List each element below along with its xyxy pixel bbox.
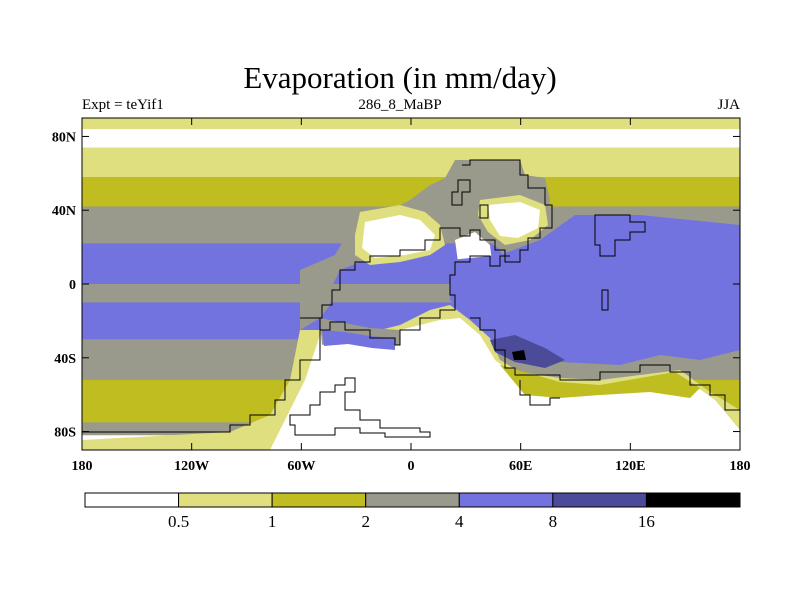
colorbar-swatch [178,492,273,508]
y-tick-label: 80N [52,130,76,145]
coastline-north [300,159,553,319]
coastline-east [470,317,740,411]
colorbar-swatch [645,492,741,508]
lat-band-2 [82,147,740,178]
y-tick-label: 40S [54,352,76,367]
colorbar-swatch [271,492,367,508]
x-tick-label: 120E [615,459,645,474]
peak-evaporation-spot [512,350,526,360]
colorbar-swatch [552,492,647,508]
south-margin-olive [500,365,700,398]
island-east [594,214,646,257]
island-north [451,179,471,206]
desert-south [270,318,740,450]
colorbar-label: 0.5 [168,512,189,531]
colorbar-label: 16 [638,512,655,531]
basin-blue [322,330,395,350]
x-tick-label: 60W [287,459,315,474]
colorbar-label: 2 [361,512,370,531]
x-tick-label: 180 [730,459,751,474]
y-tick-label: 0 [69,278,76,293]
period-label: 286_8_MaBP [358,97,442,113]
coastlines [82,159,740,438]
coastline-south-inner [519,380,560,406]
island-ne [479,204,489,219]
colorbar-label: 1 [268,512,277,531]
x-tick-label: 0 [408,459,415,474]
coastline-south [319,255,510,346]
desert-northeast [488,202,540,238]
colorbar-label: 8 [549,512,558,531]
x-tick-label: 60E [509,459,532,474]
colorbar-swatch [365,492,460,508]
season-label: JJA [717,97,740,113]
tethys-warm-pool [450,215,740,365]
lat-band-1 [82,129,740,149]
x-tick-label: 120W [174,459,209,474]
desert-north [362,215,435,258]
y-tick-label: 40N [52,204,76,219]
y-tick-label: 80S [54,426,76,441]
experiment-label: Expt = teYif1 [82,97,164,113]
coastline-gondwana [82,330,321,433]
colorbar-swatch [84,492,180,508]
axis-ticks: 180 120W 60W 0 60E 120E 180 80N 40N 0 40S 80S [52,118,751,474]
high-evaporation-core [490,335,565,368]
colorbar-swatch [458,492,554,508]
colorbar-label: 4 [455,512,464,531]
x-tick-label: 180 [72,459,93,474]
peninsula-south [289,377,431,438]
chart-title: Evaporation (in mm/day) [243,60,557,95]
island-small [601,289,609,311]
colorbar: 0.5 1 2 4 8 16 [84,492,741,531]
